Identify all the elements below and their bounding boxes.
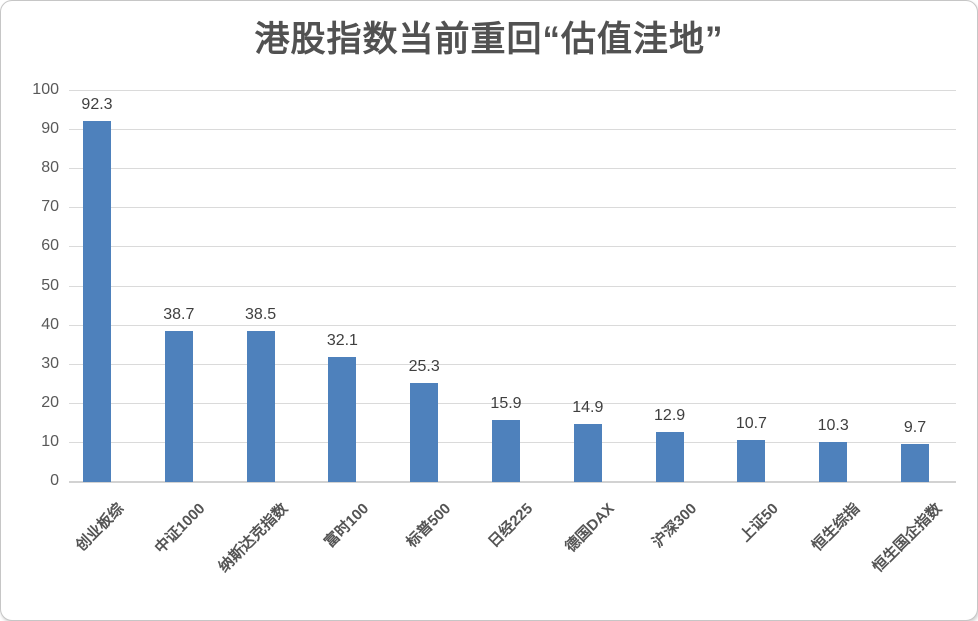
x-tick-label: 中证1000 (152, 500, 209, 557)
y-tick-label: 10 (41, 432, 59, 450)
y-tick-label: 20 (41, 393, 59, 411)
gridline (69, 363, 956, 365)
data-label: 10.7 (735, 415, 767, 433)
data-label: 9.7 (903, 419, 927, 437)
gridline (69, 324, 956, 326)
bar-富时100 (328, 356, 357, 482)
x-tick-label: 富时100 (321, 500, 373, 552)
bar-创业板综 (83, 121, 111, 482)
x-tick-label: 上证50 (736, 500, 782, 546)
bar-德国DAX (573, 423, 602, 482)
x-tick-label: 日经225 (485, 500, 537, 552)
bar-中证1000 (164, 330, 193, 482)
x-tick-label: 恒生国企指数 (869, 500, 946, 576)
data-label: 38.7 (163, 305, 195, 323)
gridline (69, 246, 956, 248)
bar-沪深300 (655, 431, 684, 482)
bar-恒生国企指数 (901, 444, 929, 482)
bar-日经225 (492, 419, 520, 482)
x-axis-line (69, 481, 956, 483)
data-label: 32.1 (326, 331, 358, 349)
x-axis: 创业板综 中证1000 纳斯达克指数 富时100 标普500 日经225 德国DAX 沪深30… (69, 482, 956, 620)
y-tick-label: 50 (41, 276, 59, 294)
x-tick-label: 纳斯达克指数 (215, 500, 291, 576)
bar-标普500 (410, 383, 439, 482)
gridline (69, 402, 956, 404)
data-label: 14.9 (572, 398, 604, 416)
data-label: 12.9 (654, 406, 686, 424)
gridline (69, 207, 956, 209)
y-tick-label: 60 (41, 237, 59, 255)
gridline (69, 168, 956, 170)
y-tick-label: 80 (41, 159, 59, 177)
x-tick-label: 恒生综指 (808, 500, 864, 555)
bar-恒生综指 (819, 441, 848, 482)
x-tick-label: 标普500 (403, 500, 455, 552)
bar-上证50 (737, 440, 766, 482)
data-label: 10.3 (817, 416, 849, 434)
y-tick-label: 90 (41, 120, 59, 138)
plot-area: 创业板综 中证1000 纳斯达克指数 富时100 标普500 日经225 德国DAX 沪深30… (32, 81, 956, 576)
gridline (69, 285, 956, 287)
y-tick-label: 30 (41, 354, 59, 372)
gridline (69, 129, 956, 131)
data-label: 92.3 (81, 96, 113, 114)
x-tick-label: 德国DAX (562, 500, 618, 556)
chart-title: 港股指数当前重回“估值洼地” (254, 20, 724, 59)
data-label: 15.9 (490, 394, 522, 412)
x-tick-label: 沪深300 (648, 500, 700, 552)
data-label: 38.5 (245, 306, 277, 324)
y-tick-label: 100 (32, 81, 59, 98)
gridline (69, 90, 956, 91)
y-tick-label: 0 (50, 472, 59, 489)
bar-纳斯达克指数 (246, 331, 275, 482)
y-tick-label: 40 (41, 315, 59, 333)
x-tick-label: 创业板综 (72, 500, 128, 555)
y-tick-label: 70 (41, 198, 59, 216)
data-label: 25.3 (408, 358, 440, 376)
